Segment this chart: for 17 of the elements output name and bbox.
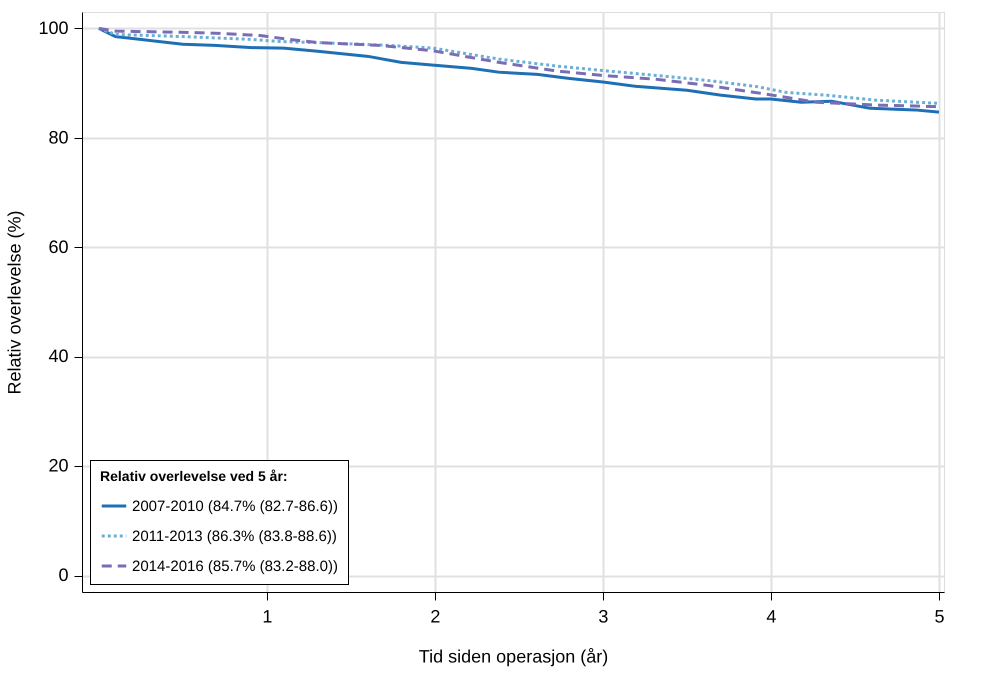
legend-label: 2014-2016 (85.7% (83.2-88.0)) bbox=[132, 558, 338, 575]
y-tick-label: 20 bbox=[48, 456, 68, 476]
x-axis-title: Tid siden operasjon (år) bbox=[418, 646, 608, 666]
y-tick-label: 60 bbox=[48, 236, 68, 257]
x-tick-label: 1 bbox=[262, 606, 272, 626]
x-tick-label: 4 bbox=[766, 606, 776, 626]
legend-label: 2011-2013 (86.3% (83.8-88.6)) bbox=[132, 528, 337, 545]
y-tick-label: 40 bbox=[48, 346, 68, 366]
x-tick-label: 2 bbox=[430, 606, 440, 626]
y-tick-label: 100 bbox=[38, 18, 68, 38]
legend-title: Relativ overlevelse ved 5 år: bbox=[100, 468, 288, 484]
y-tick-label: 0 bbox=[58, 565, 68, 586]
x-tick-label: 5 bbox=[934, 606, 944, 626]
y-axis-title: Relativ overlevelse (%) bbox=[4, 210, 24, 395]
y-tick-label: 80 bbox=[48, 127, 68, 148]
x-tick-label: 3 bbox=[598, 606, 608, 626]
legend-label: 2007-2010 (84.7% (82.7-86.6)) bbox=[132, 498, 338, 515]
